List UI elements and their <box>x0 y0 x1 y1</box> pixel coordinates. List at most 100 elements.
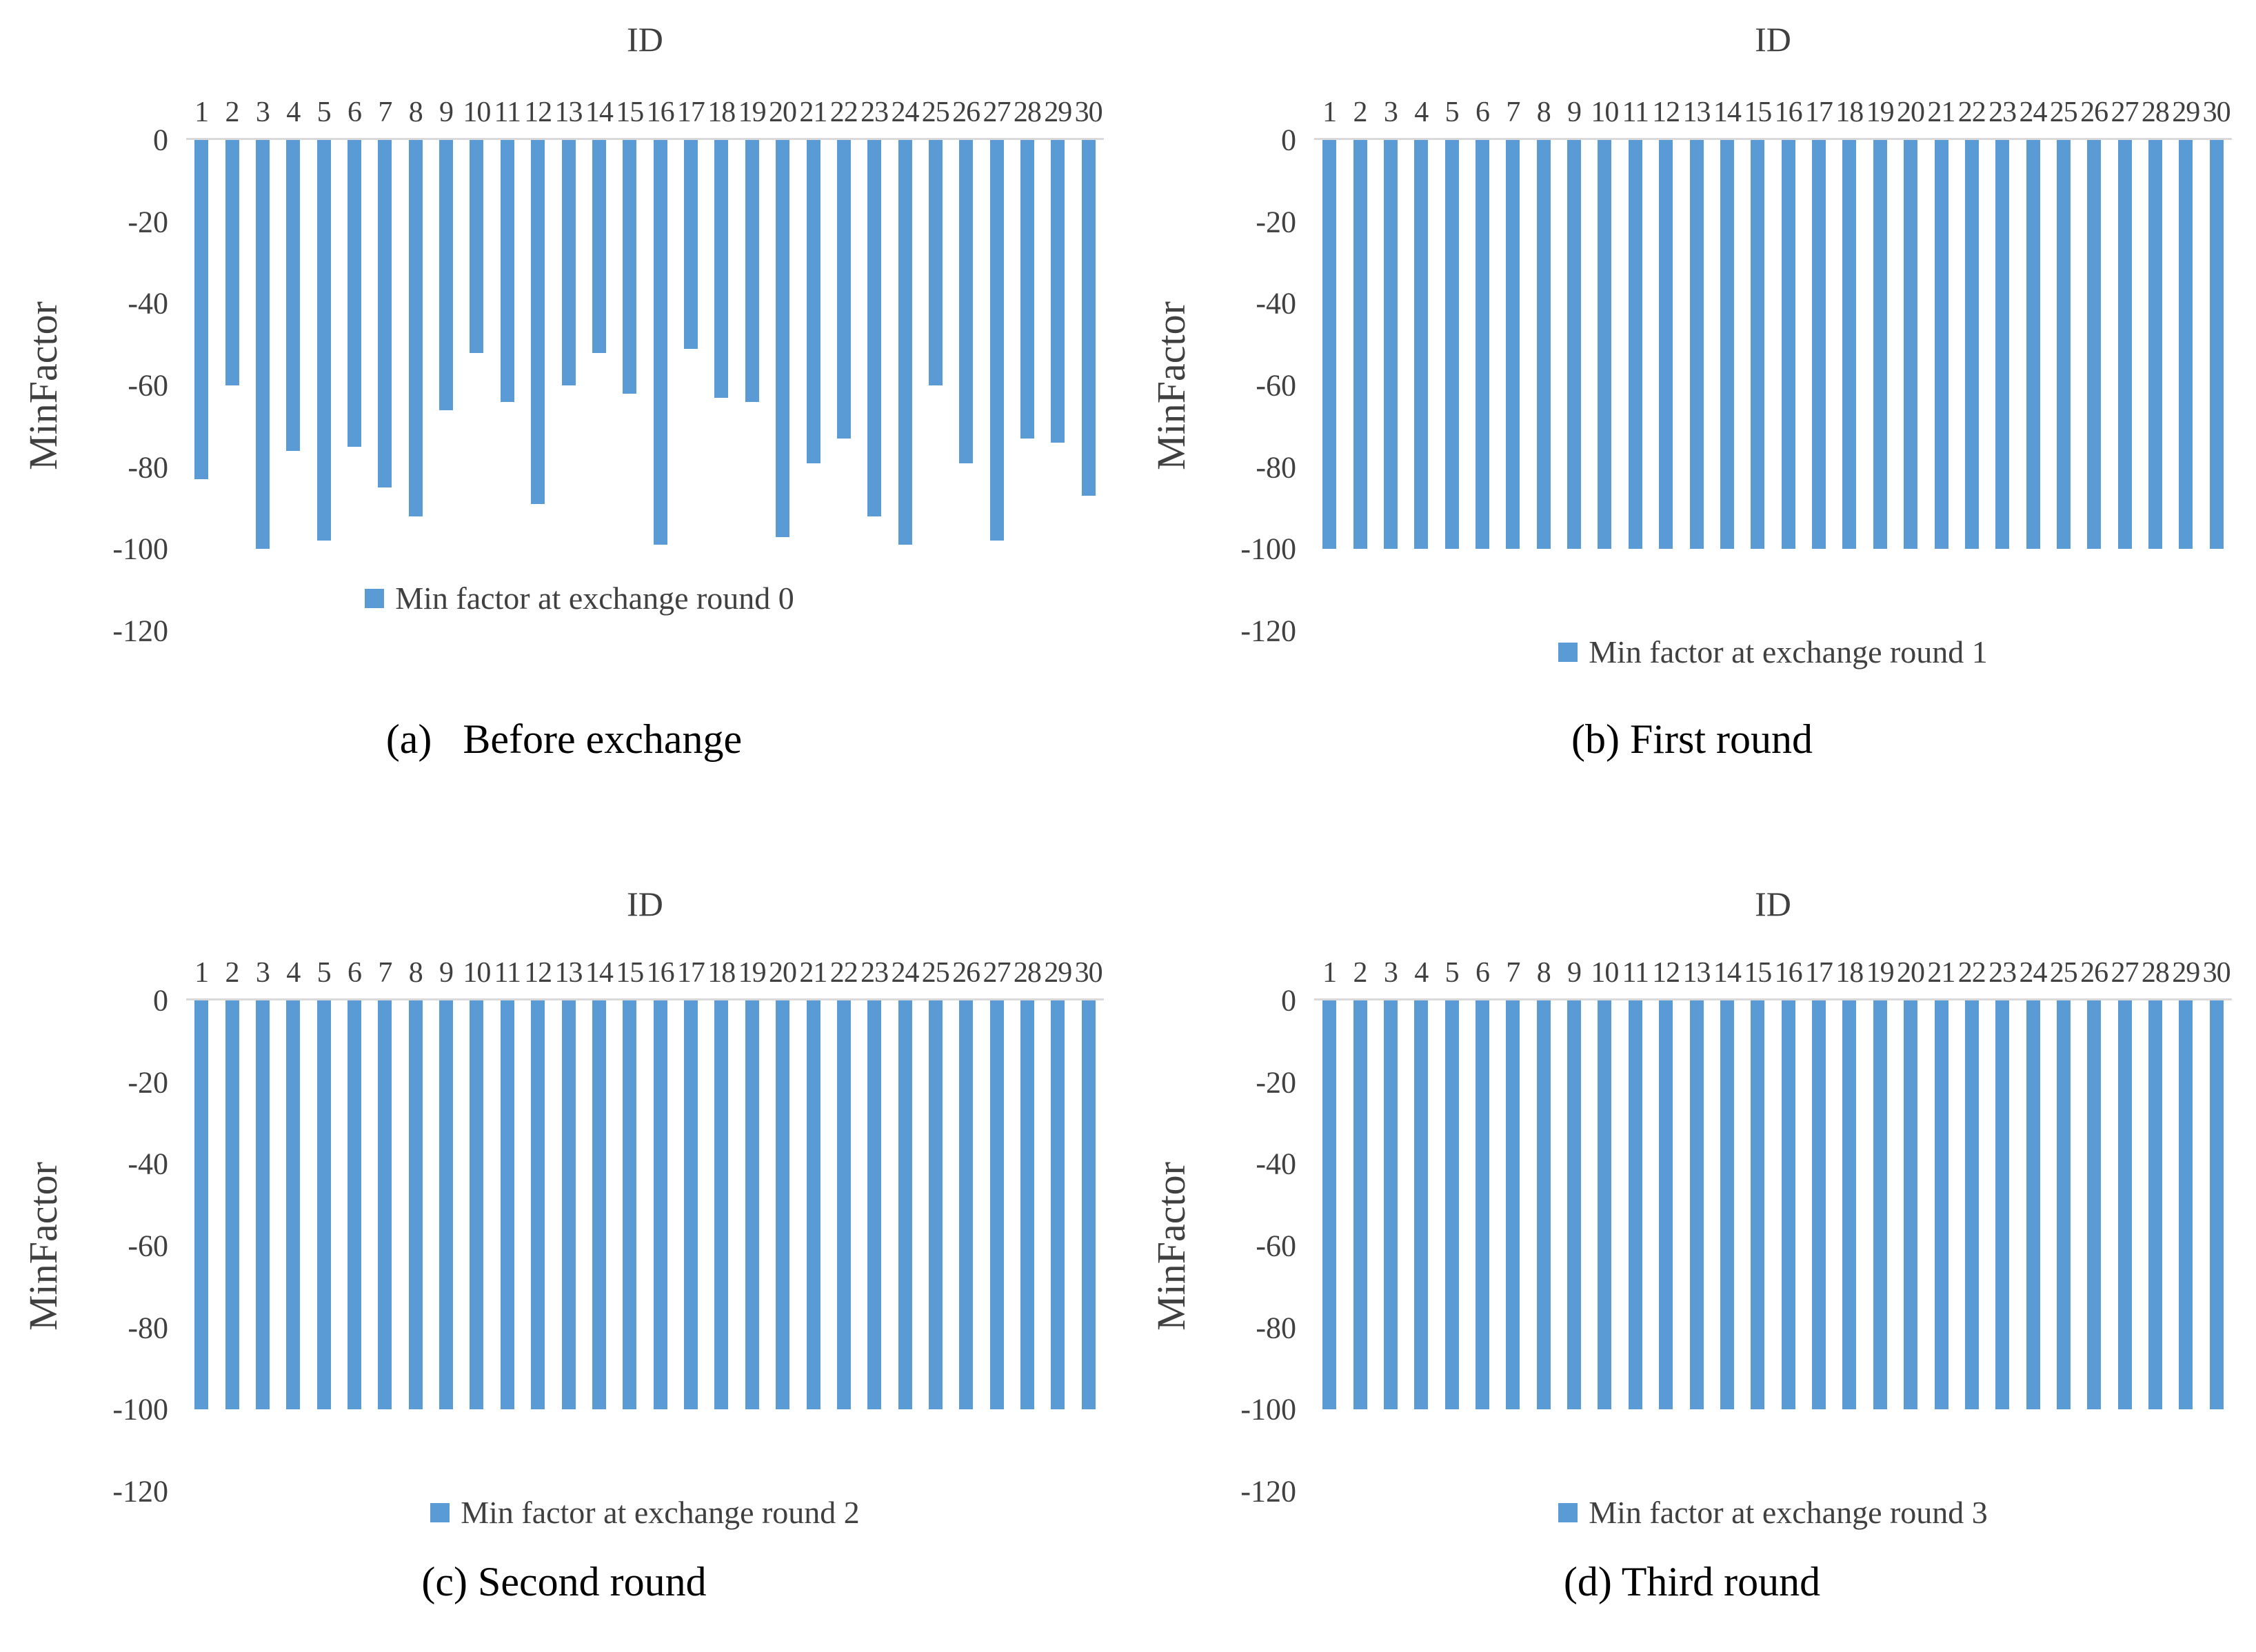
x-tick-label: 11 <box>494 97 521 128</box>
plot-area: 1 2 3 4 5 6 7 8 9 10 11 12 13 14 15 16 17 18 19 20 21 22 23 24 2… <box>1149 97 2232 669</box>
bar <box>1051 1000 1065 1410</box>
y-axis-title: MinFactor <box>1148 301 1194 470</box>
y-tick-label: -40 <box>128 1147 168 1181</box>
chart-panel-d: ID 1 2 3 4 5 6 7 8 9 10 11 12 13 14 15 16 17 18 19 20 21 22 23… <box>1128 826 2256 1652</box>
bar <box>898 140 912 545</box>
bar <box>836 1000 851 1410</box>
x-tick-label: 17 <box>1804 957 1833 989</box>
x-axis-title: ID <box>627 20 663 59</box>
x-tick-label: 24 <box>891 957 919 989</box>
x-tick-label: 14 <box>1713 97 1742 128</box>
bar <box>2087 140 2102 550</box>
bar <box>1659 140 1673 550</box>
x-tick-label: 26 <box>952 97 980 128</box>
bar <box>776 1000 790 1410</box>
y-tick-label: -100 <box>112 532 168 566</box>
y-tick-label: -120 <box>112 1474 168 1509</box>
x-tick-label: 21 <box>1927 957 1955 989</box>
caption: (a) Before exchange <box>385 716 743 762</box>
x-tick-label: 5 <box>316 97 332 128</box>
bar <box>1720 1000 1734 1410</box>
x-tick-label: 25 <box>921 97 950 128</box>
bar <box>286 140 301 451</box>
bar <box>1904 1000 1918 1410</box>
x-tick-label: 13 <box>1682 957 1711 989</box>
x-tick-label: 9 <box>439 957 454 989</box>
x-axis-title: ID <box>627 885 663 923</box>
x-tick-label: 15 <box>1744 97 1772 128</box>
bar <box>1751 1000 1765 1410</box>
bar <box>2148 1000 2163 1410</box>
x-tick-label: 14 <box>1713 957 1742 989</box>
x-tick-label: 22 <box>1957 97 1986 128</box>
legend-label: Min factor at exchange round 2 <box>461 1495 860 1530</box>
x-tick-label: 23 <box>860 957 889 989</box>
bar <box>1051 140 1065 443</box>
bar <box>561 1000 576 1410</box>
legend-marker-icon <box>1558 642 1578 662</box>
y-tick-label: -120 <box>1240 614 1296 648</box>
x-tick-label: 28 <box>2141 97 2170 128</box>
x-tick-label: 24 <box>891 97 919 128</box>
bar <box>1383 1000 1398 1410</box>
bar <box>531 140 545 505</box>
x-tick-label: 24 <box>2019 957 2047 989</box>
x-tick-label: 28 <box>1013 957 1042 989</box>
x-tick-label: 17 <box>676 957 705 989</box>
bar <box>1353 140 1367 550</box>
x-tick-label: 5 <box>1444 957 1460 989</box>
y-tick-label: -80 <box>128 450 168 485</box>
y-tick-label: -60 <box>1256 368 1296 403</box>
legend-label: Min factor at exchange round 0 <box>395 581 794 616</box>
legend: Min factor at exchange round 1 <box>1314 634 2232 670</box>
x-tick-label: 30 <box>1074 97 1103 128</box>
y-axis-title: MinFactor <box>1148 1161 1194 1331</box>
x-tick-label: 27 <box>983 97 1011 128</box>
x-tick-label: 15 <box>616 957 644 989</box>
bar <box>1842 140 1857 550</box>
bar <box>1506 1000 1520 1410</box>
x-tick-label: 15 <box>616 97 644 128</box>
x-tick-label: 7 <box>1506 957 1520 989</box>
bar <box>1322 1000 1337 1410</box>
bar <box>2026 140 2040 550</box>
x-tick-label: 4 <box>286 957 301 989</box>
legend-marker-icon <box>430 1502 450 1522</box>
bar <box>1598 1000 1612 1410</box>
bar <box>1020 1000 1035 1410</box>
x-tick-label: 21 <box>799 97 827 128</box>
x-tick-label: 20 <box>1897 97 1925 128</box>
bar <box>439 1000 454 1410</box>
legend: Min factor at exchange round 0 <box>121 580 1038 616</box>
bar <box>1567 140 1582 550</box>
bar <box>1628 1000 1642 1410</box>
x-tick-label: 13 <box>1682 97 1711 128</box>
caption: (d) Third round <box>1563 1559 1821 1604</box>
bar <box>776 140 790 537</box>
x-tick-label: 12 <box>1652 97 1680 128</box>
bar <box>1934 1000 1948 1410</box>
bar <box>1964 140 1979 550</box>
bar <box>1812 1000 1826 1410</box>
y-tick-label: 0 <box>153 983 168 1018</box>
bar <box>959 140 974 463</box>
bar <box>836 140 851 439</box>
caption: (b) First round <box>1571 716 1813 762</box>
bar <box>1873 140 1887 550</box>
x-tick-label: 8 <box>408 957 423 989</box>
x-axis-labels: 1 2 3 4 5 6 7 8 9 10 11 12 13 14 15 16 17 18 19 20 21 22 23 24 2… <box>186 96 1104 129</box>
bar <box>959 1000 974 1410</box>
bar <box>194 140 209 480</box>
plot-area: 1 2 3 4 5 6 7 8 9 10 11 12 13 14 15 16 17 18 19 20 21 22 23 24 2… <box>21 957 1104 1530</box>
legend-label: Min factor at exchange round 1 <box>1589 634 1988 669</box>
x-tick-label: 17 <box>1804 97 1833 128</box>
bar <box>439 140 454 410</box>
legend-marker-icon <box>1558 1502 1578 1522</box>
y-tick-label: -80 <box>128 1311 168 1345</box>
bar <box>2056 1000 2071 1410</box>
x-tick-label: 2 <box>225 957 240 989</box>
bar <box>408 1000 423 1410</box>
y-tick-label: -40 <box>1256 286 1296 321</box>
bar <box>989 1000 1004 1410</box>
